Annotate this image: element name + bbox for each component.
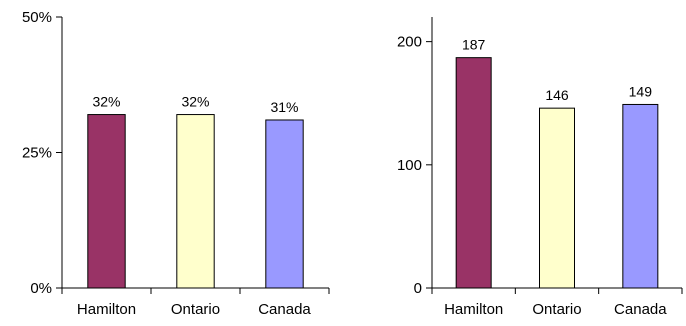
chart-count: 0 100 200 187 Hamilton 146 Ontario 149 Canada [397,17,683,318]
data-label-ontario: 146 [545,87,569,103]
data-label-ontario: 32% [181,94,209,110]
category-label-canada: Canada [614,301,667,318]
category-label-canada: Canada [258,301,311,318]
y-tick-label: 25% [22,145,52,162]
bar-hamilton [87,114,126,289]
bar-canada [622,103,659,289]
category-label-ontario: Ontario [171,301,220,318]
bar-hamilton [455,57,492,289]
y-tick-label: 0% [30,280,52,297]
data-label-hamilton: 32% [92,94,120,110]
y-tick-label: 100 [397,157,422,174]
data-label-canada: 149 [629,83,653,99]
bar-ontario [176,114,215,289]
data-label-hamilton: 187 [462,37,486,53]
y-tick-label: 50% [22,9,52,26]
chart-percent: 0% 25% 50% 32% Hamilton 32% Ontario 31% Canada [22,9,330,318]
category-label-hamilton: Hamilton [444,301,503,318]
bar-canada [265,119,304,289]
y-tick-label: 200 [397,34,422,51]
bar-ontario [539,107,575,289]
category-label-hamilton: Hamilton [77,301,136,318]
data-label-canada: 31% [270,99,298,115]
y-tick-label: 0 [414,280,422,297]
category-label-ontario: Ontario [532,301,581,318]
